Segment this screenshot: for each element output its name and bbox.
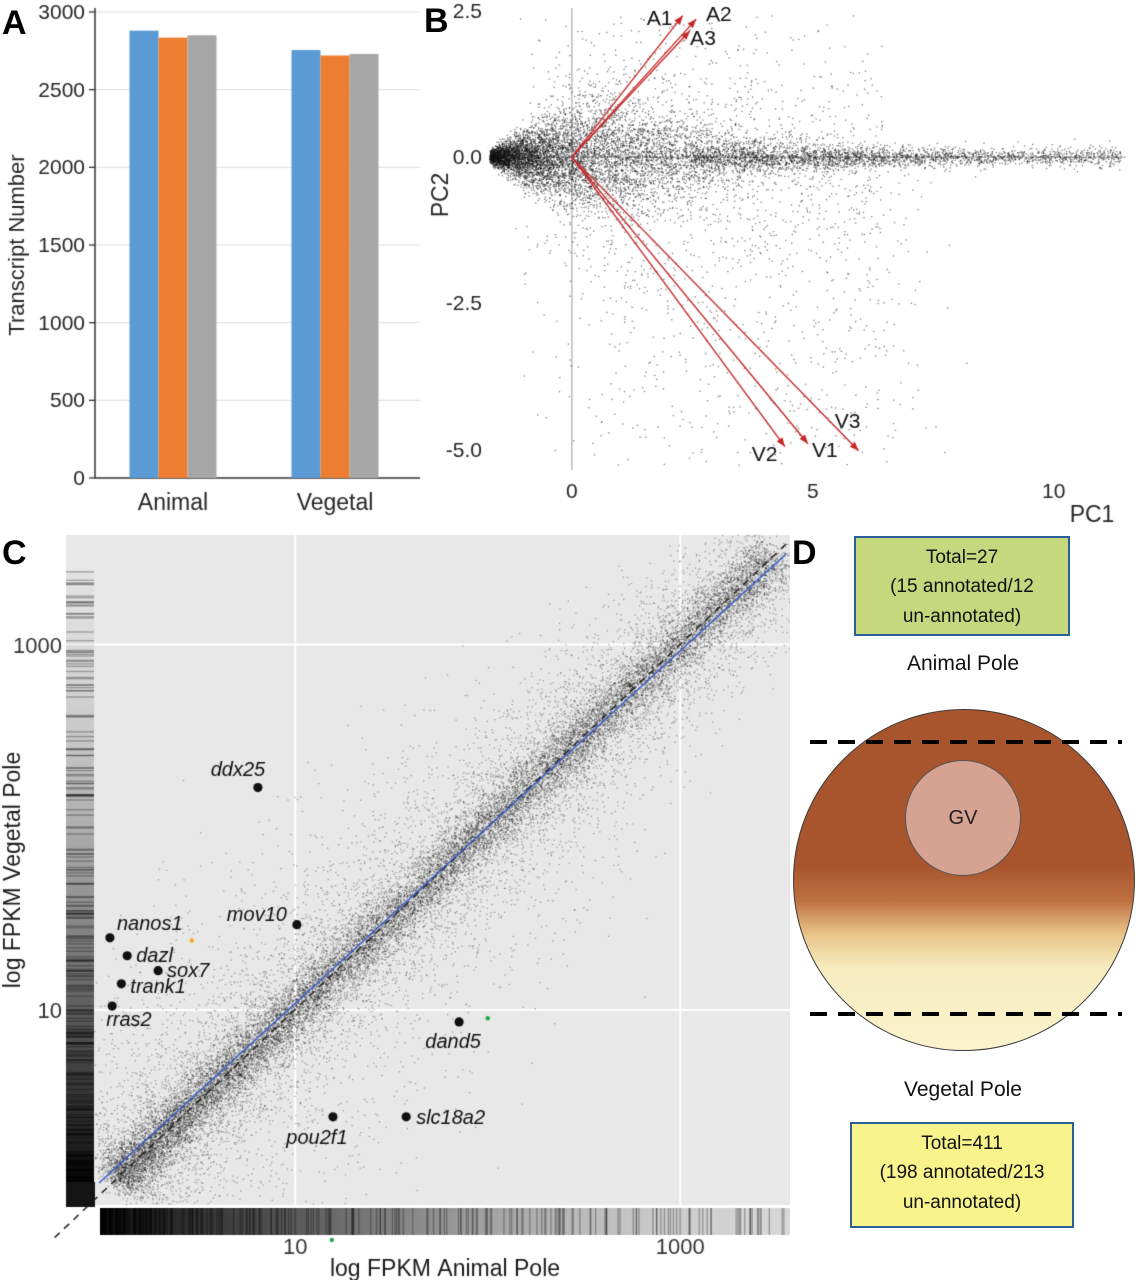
- vegetal-pole-label: Vegetal Pole: [904, 1078, 1022, 1101]
- panel-c-fpkm-scatter: [0, 530, 790, 1280]
- animal-pole-label: Animal Pole: [906, 652, 1020, 675]
- panel-label-d: D: [792, 534, 817, 572]
- vegetal-total-line1: Total=411: [921, 1133, 1003, 1154]
- panel-d-oocyte-diagram: Total=27 (15 annotated/12 un-annotated) …: [790, 530, 1136, 1280]
- germinal-vesicle-circle: GV: [905, 760, 1021, 876]
- gv-label: GV: [948, 806, 978, 829]
- animal-total-line3: un-annotated): [902, 605, 1022, 627]
- panel-label-c: C: [2, 534, 27, 572]
- panel-b-pca-scatter: [430, 0, 1136, 530]
- panel-a-bar-chart: [0, 0, 430, 530]
- panel-label-b: B: [424, 2, 449, 40]
- animal-total-box: Total=27 (15 annotated/12 un-annotated): [854, 536, 1070, 636]
- vegetal-total-box: Total=411 (198 annotated/213 un-annotate…: [850, 1122, 1074, 1228]
- animal-pole-dashed-line: [810, 740, 1122, 744]
- animal-total-line2: (15 annotated/12: [890, 576, 1034, 598]
- animal-total-line1: Total=27: [925, 547, 999, 568]
- vegetal-total-line3: un-annotated): [902, 1191, 1022, 1213]
- vegetal-pole-dashed-line: [810, 1012, 1122, 1016]
- vegetal-total-line2: (198 annotated/213: [879, 1162, 1045, 1184]
- panel-label-a: A: [2, 4, 27, 42]
